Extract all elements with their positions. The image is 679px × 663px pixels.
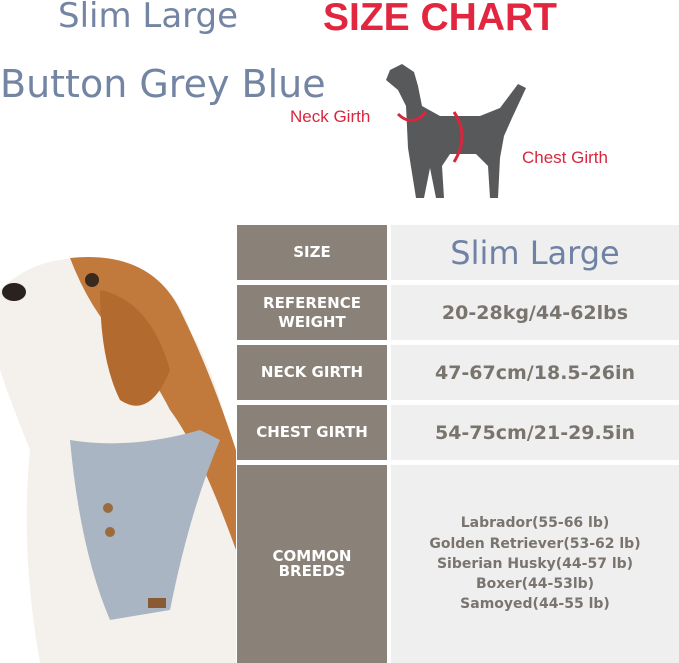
breed-item: Siberian Husky(44-57 lb) xyxy=(436,555,634,572)
row-label-neck: NECK GIRTH xyxy=(237,345,387,400)
size-chart-title: SIZE CHART xyxy=(323,0,557,39)
color-name-title: Button Grey Blue xyxy=(0,62,326,106)
chest-girth-label: Chest Girth xyxy=(522,148,608,167)
row-value-chest: 54-75cm/21-29.5in xyxy=(391,405,679,460)
row-value-breeds: Labrador(55-66 lb) Golden Retriever(53-6… xyxy=(391,465,679,663)
row-value-neck: 47-67cm/18.5-26in xyxy=(391,345,679,400)
breed-item: Labrador(55-66 lb) xyxy=(460,515,610,532)
row-value-size: Slim Large xyxy=(391,225,679,280)
size-name-title: Slim Large xyxy=(58,0,239,36)
row-value-weight: 20-28kg/44-62lbs xyxy=(391,285,679,340)
neck-girth-label: Neck Girth xyxy=(290,107,371,126)
row-label-chest: CHEST GIRTH xyxy=(237,405,387,460)
breed-item: Boxer(44-53lb) xyxy=(475,576,595,593)
breed-item: Golden Retriever(53-62 lb) xyxy=(429,535,641,552)
chest-girth-marker xyxy=(452,111,464,163)
neck-girth-marker xyxy=(396,110,428,122)
breed-item: Samoyed(44-55 lb) xyxy=(460,596,610,613)
dog-silhouette-diagram xyxy=(386,64,526,198)
beagle-harness-photo xyxy=(0,257,236,663)
row-label-breeds: COMMON BREEDS xyxy=(237,465,387,663)
row-label-size: SIZE xyxy=(237,225,387,280)
row-label-weight: REFERENCE WEIGHT xyxy=(237,285,387,340)
